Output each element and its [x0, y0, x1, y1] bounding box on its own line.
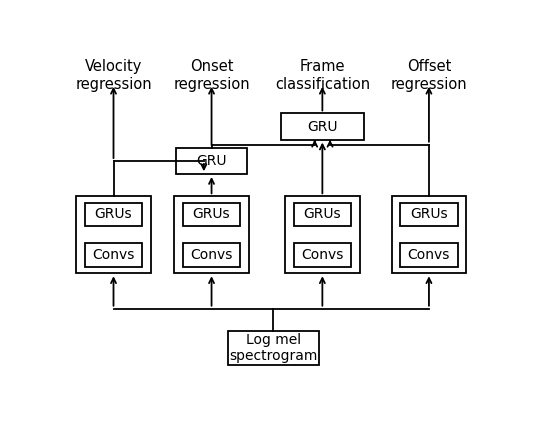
Text: Offset
regression: Offset regression — [390, 59, 468, 92]
Bar — [285, 196, 360, 273]
Text: Convs: Convs — [301, 248, 344, 262]
Text: GRU: GRU — [307, 120, 338, 134]
Text: Frame
classification: Frame classification — [275, 59, 370, 92]
Text: Onset
regression: Onset regression — [173, 59, 250, 92]
Text: Convs: Convs — [190, 248, 233, 262]
Text: Convs: Convs — [92, 248, 135, 262]
Bar — [392, 196, 466, 273]
Bar — [85, 243, 142, 267]
Bar — [85, 202, 142, 227]
Bar — [294, 243, 351, 267]
Text: Velocity
regression: Velocity regression — [75, 59, 152, 92]
Bar — [76, 196, 151, 273]
Text: Convs: Convs — [408, 248, 450, 262]
Bar — [400, 202, 458, 227]
Text: Log mel
spectrogram: Log mel spectrogram — [229, 333, 317, 363]
Bar — [281, 113, 364, 140]
Bar — [183, 243, 240, 267]
Text: GRUs: GRUs — [192, 207, 230, 222]
Bar — [400, 243, 458, 267]
Bar — [294, 202, 351, 227]
Text: GRUs: GRUs — [95, 207, 133, 222]
Bar — [183, 202, 240, 227]
Bar — [174, 196, 249, 273]
Text: GRUs: GRUs — [304, 207, 341, 222]
Bar — [177, 148, 247, 174]
Text: GRU: GRU — [196, 154, 227, 168]
Bar — [228, 331, 319, 365]
Text: GRUs: GRUs — [410, 207, 448, 222]
